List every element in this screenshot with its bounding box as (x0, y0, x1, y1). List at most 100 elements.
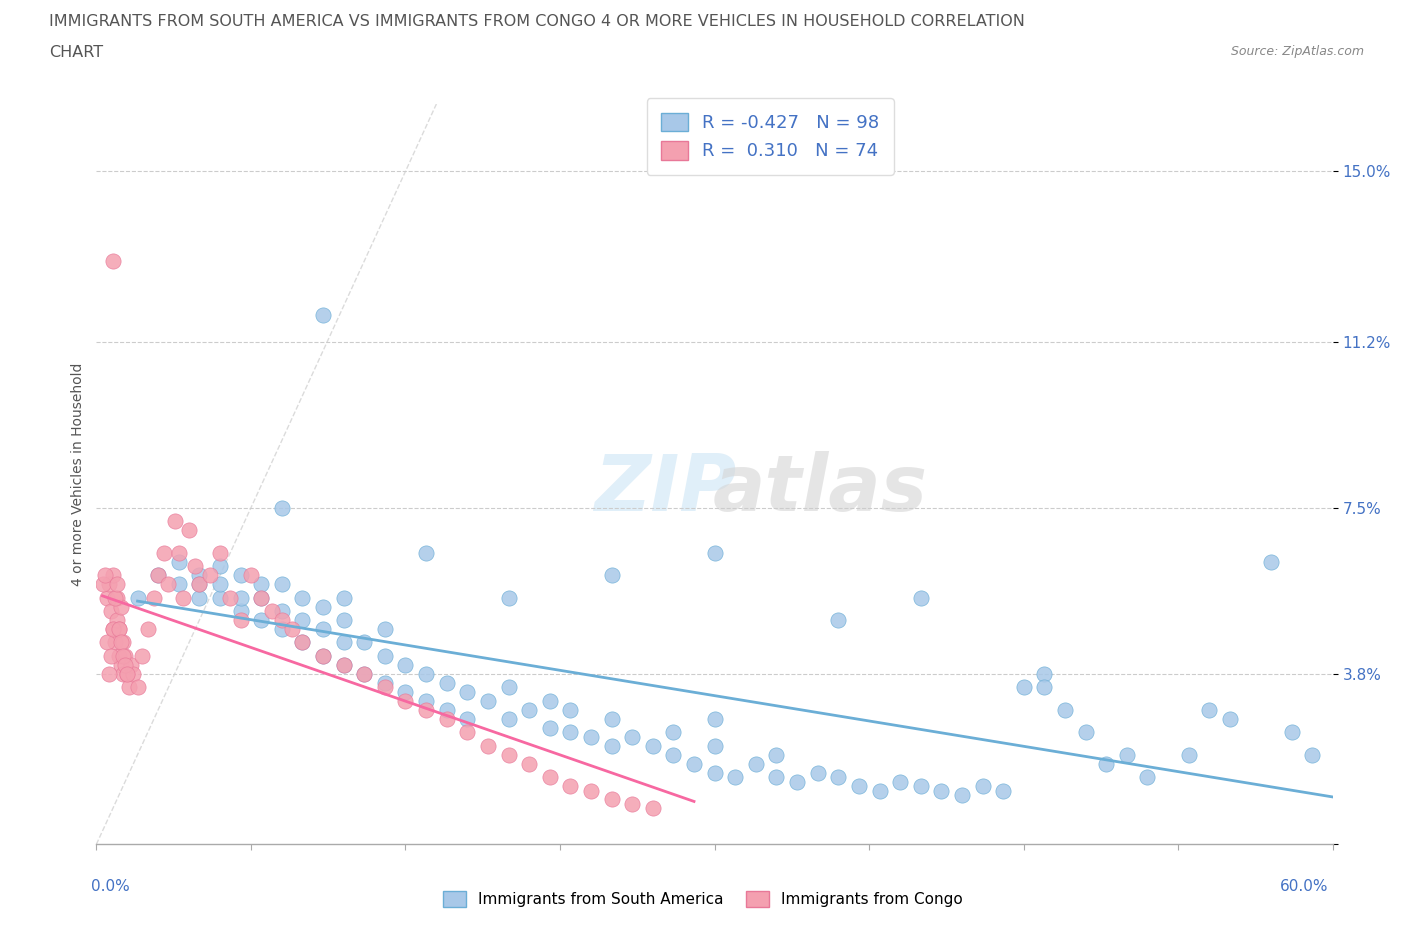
Y-axis label: 4 or more Vehicles in Household: 4 or more Vehicles in Household (72, 363, 86, 586)
Point (641, 801, 664, 816)
Point (229, 604, 252, 618)
Point (415, 545, 437, 560)
Point (1301, 747, 1323, 762)
Point (641, 738, 664, 753)
Point (312, 599, 335, 614)
Text: atlas: atlas (713, 451, 927, 527)
Point (120, 658, 142, 672)
Point (332, 658, 354, 672)
Point (172, 591, 194, 605)
Point (415, 702, 437, 717)
Point (105, 577, 128, 591)
Point (270, 613, 292, 628)
Point (621, 796, 644, 811)
Point (208, 545, 231, 560)
Point (703, 738, 725, 753)
Point (117, 667, 139, 682)
Point (219, 591, 242, 605)
Point (332, 613, 354, 628)
Point (167, 554, 190, 569)
Point (198, 567, 221, 582)
Point (312, 648, 335, 663)
Point (332, 658, 354, 672)
Point (270, 621, 292, 636)
Point (517, 702, 540, 717)
Point (148, 567, 170, 582)
Point (167, 577, 190, 591)
Point (167, 545, 190, 560)
Point (177, 523, 200, 538)
Point (281, 621, 304, 636)
Point (229, 591, 252, 605)
Point (184, 559, 207, 574)
Point (112, 648, 135, 663)
Legend: Immigrants from South America, Immigrants from Congo: Immigrants from South America, Immigrant… (437, 884, 969, 913)
Point (621, 729, 644, 744)
Point (97, 577, 120, 591)
Point (114, 648, 136, 663)
Point (703, 711, 725, 726)
Point (600, 738, 623, 753)
Point (560, 724, 582, 739)
Point (579, 729, 602, 744)
Point (991, 783, 1014, 798)
Point (108, 648, 131, 663)
Point (250, 591, 273, 605)
Point (848, 778, 870, 793)
Point (498, 591, 520, 605)
Point (889, 774, 911, 789)
Point (101, 254, 124, 269)
Point (312, 308, 335, 323)
Point (1115, 747, 1137, 762)
Point (250, 613, 273, 628)
Point (157, 577, 180, 591)
Text: CHART: CHART (49, 45, 103, 60)
Point (1136, 770, 1159, 785)
Point (1219, 711, 1241, 726)
Point (600, 711, 623, 726)
Point (683, 756, 706, 771)
Point (110, 635, 132, 650)
Point (100, 648, 122, 663)
Point (105, 613, 128, 628)
Point (91, 577, 114, 591)
Legend: R = -0.427   N = 98, R =  0.310   N = 74: R = -0.427 N = 98, R = 0.310 N = 74 (647, 99, 894, 175)
Point (153, 545, 176, 560)
Point (538, 770, 561, 785)
Point (1177, 747, 1199, 762)
Point (250, 591, 273, 605)
Point (312, 621, 335, 636)
Point (96, 635, 118, 650)
Point (101, 621, 124, 636)
Point (662, 724, 685, 739)
Point (827, 770, 849, 785)
Point (498, 747, 520, 762)
Point (163, 514, 186, 529)
Point (353, 635, 375, 650)
Point (188, 577, 211, 591)
Point (93, 567, 115, 582)
Point (456, 684, 478, 699)
Point (1074, 724, 1097, 739)
Point (724, 770, 747, 785)
Point (745, 756, 768, 771)
Point (477, 694, 499, 709)
Point (394, 658, 416, 672)
Point (931, 783, 953, 798)
Point (108, 621, 131, 636)
Point (662, 747, 685, 762)
Point (1033, 680, 1056, 695)
Point (104, 591, 127, 605)
Point (127, 591, 149, 605)
Point (910, 778, 932, 793)
Point (291, 635, 314, 650)
Point (765, 747, 787, 762)
Point (1012, 680, 1035, 695)
Point (239, 567, 262, 582)
Point (122, 667, 145, 682)
Text: ZIP: ZIP (595, 451, 737, 527)
Point (117, 667, 139, 682)
Point (105, 591, 128, 605)
Point (188, 567, 211, 582)
Point (538, 694, 561, 709)
